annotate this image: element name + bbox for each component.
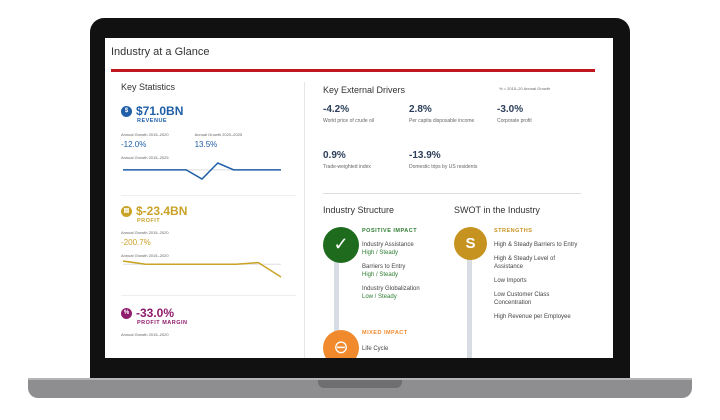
growth-value: -200.7% (121, 238, 151, 247)
laptop-notch (318, 380, 402, 388)
key-statistics: Key Statistics $ $71.0BN REVENUE Annual G… (121, 82, 296, 337)
swot-heading: SWOT in the Industry (454, 205, 540, 215)
check-icon: ✓ (323, 227, 359, 263)
page-title: Industry at a Glance (111, 46, 210, 58)
structure-item: Industry Globalization Low / Steady (362, 286, 420, 300)
title-divider (111, 69, 595, 72)
dollar-icon: $ (121, 106, 132, 118)
positive-impact-label: POSITIVE IMPACT (362, 228, 418, 234)
structure-heading: Industry Structure (323, 205, 395, 215)
strength-item: High & Steady Level of Assistance (494, 256, 556, 270)
margin-label: PROFIT MARGIN (137, 320, 188, 326)
growth-label: Annual Growth 2020–2025 (194, 132, 243, 137)
minus-icon: ⊖ (323, 330, 359, 358)
profit-icon: ▤ (121, 206, 132, 218)
strength-item: Low Customer Class Concentration (494, 292, 550, 306)
driver-item: -3.0% Corporate profit (497, 104, 532, 124)
structure-item: Industry Assistance High / Steady (362, 242, 414, 256)
drivers-note: % = 2015–20 Annual Growth (499, 86, 551, 91)
margin-icon: % (121, 308, 132, 320)
revenue-value: $71.0BN (136, 104, 184, 118)
profit-label: PROFIT (137, 218, 161, 224)
driver-item: -4.2% World price of crude oil (323, 104, 375, 124)
growth-value: -12.0% (121, 140, 147, 149)
growth-label: Annual Growth 2015–2020 (121, 230, 169, 235)
profit-value: $-23.4BN (136, 204, 188, 218)
strengths-label: STRENGTHS (494, 228, 533, 234)
mixed-list: Life Cycle (362, 345, 388, 358)
sparkline-series (123, 162, 281, 180)
strengths-list: High & Steady Barriers to Entry High & S… (494, 241, 582, 327)
swot-timeline (467, 238, 472, 358)
driver-item: 0.9% Trade-weighted index (323, 150, 371, 170)
structure-timeline (334, 238, 339, 348)
screen: Industry at a Glance Key Statistics $ $71… (105, 38, 613, 358)
growth-label: Annual Growth 2015–2020 (121, 132, 169, 137)
margin-value: -33.0% (136, 306, 175, 320)
driver-item: -13.9% Domestic trips by US residents (409, 150, 478, 170)
growth-value: 13.5% (194, 140, 218, 149)
chart-label: Annual Growth 2015–2025 (121, 155, 169, 160)
margin-stat: % -33.0% (121, 306, 296, 320)
key-statistics-heading: Key Statistics (121, 82, 176, 92)
sparkline-series (122, 260, 282, 278)
strength-item: Low Imports (494, 278, 527, 284)
laptop-base (28, 380, 692, 398)
growth-label: Annual Growth 2015–2020 (121, 332, 169, 337)
mixed-impact-label: MIXED IMPACT (362, 330, 408, 336)
revenue-label: REVENUE (137, 118, 168, 124)
profit-sparkline (122, 260, 282, 278)
drivers-heading: Key External Drivers (323, 85, 406, 95)
strength-item: High & Steady Barriers to Entry (494, 242, 578, 248)
driver-item: 2.8% Per capita disposable income (409, 104, 475, 124)
column-divider (304, 82, 305, 358)
structure-item: Life Cycle (362, 346, 389, 352)
chart-label: Annual Growth 2015–2020 (121, 253, 169, 258)
profit-stat: ▤ $-23.4BN (121, 204, 296, 218)
revenue-sparkline (123, 162, 281, 180)
strengths-icon: S (454, 227, 487, 260)
revenue-stat: $ $71.0BN (121, 104, 296, 118)
positive-list: Industry Assistance High / Steady Barrier… (362, 241, 432, 307)
strength-item: High Revenue per Employee (494, 314, 571, 320)
structure-item: Barriers to Entry High / Steady (362, 264, 406, 278)
section-divider (323, 193, 581, 194)
